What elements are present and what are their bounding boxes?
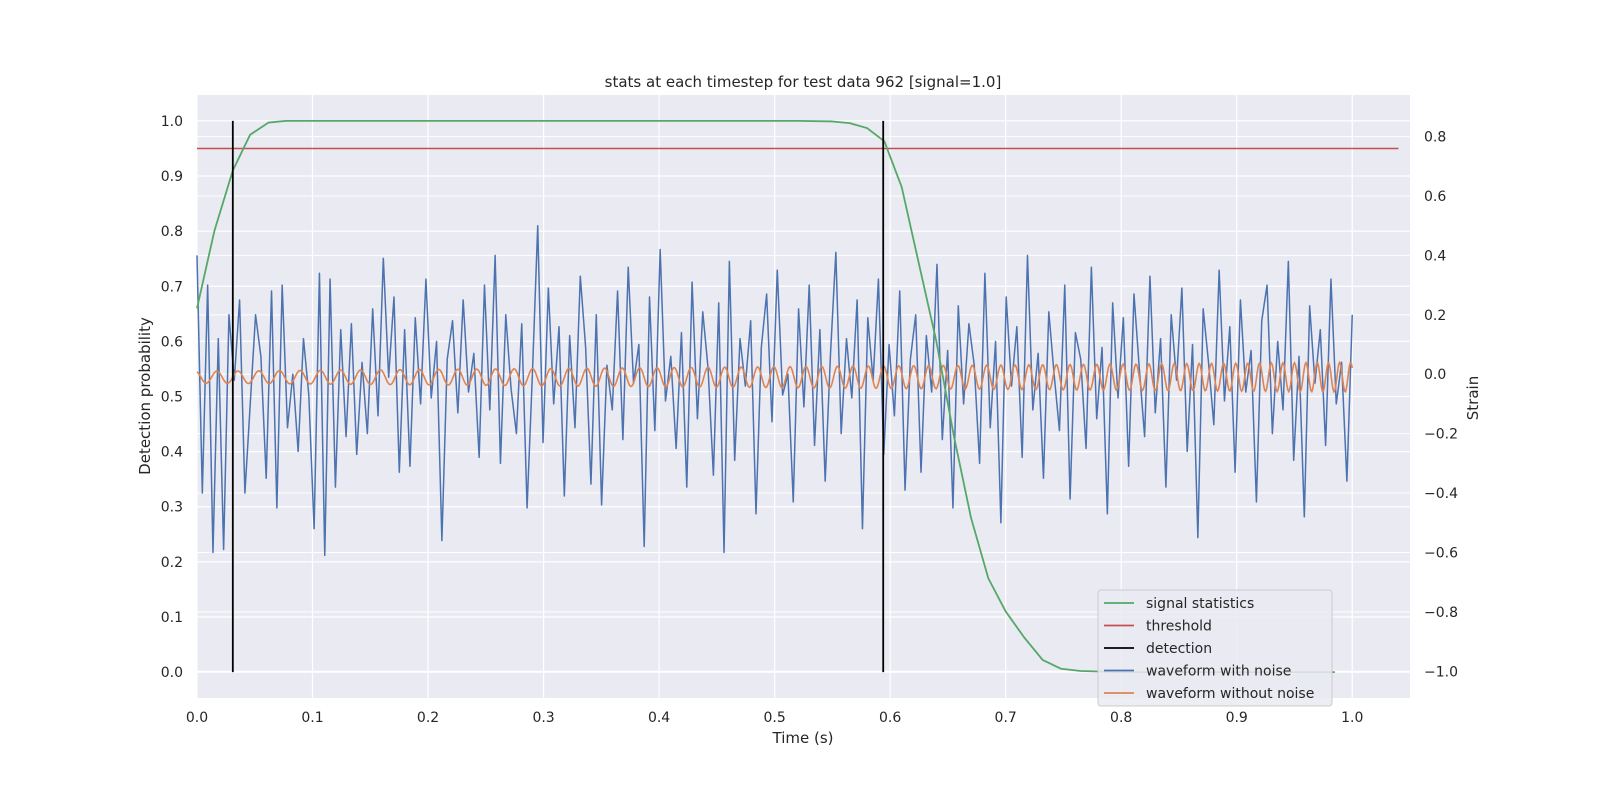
chart-title: stats at each timestep for test data 962… <box>605 73 1002 91</box>
x-tick-labels: 0.0 0.1 0.2 0.3 0.4 0.5 0.6 0.7 0.8 0.9 1.0 <box>186 710 1364 726</box>
right-y-axis-label: Strain <box>1464 376 1482 420</box>
right-y-tick-label: −0.2 <box>1424 427 1458 443</box>
x-tick-label: 1.0 <box>1341 710 1363 726</box>
legend-label: waveform without noise <box>1146 686 1314 702</box>
right-y-tick-label: 0.0 <box>1424 367 1446 383</box>
right-y-tick-label: 0.8 <box>1424 130 1446 146</box>
left-y-tick-label: 0.5 <box>161 390 183 406</box>
x-tick-label: 0.1 <box>301 710 323 726</box>
left-y-tick-label: 0.4 <box>161 445 183 461</box>
x-tick-label: 0.3 <box>532 710 554 726</box>
left-y-gridlines <box>197 120 1410 673</box>
left-y-tick-label: 0.0 <box>161 665 183 681</box>
left-y-tick-label: 0.3 <box>161 500 183 516</box>
x-tick-label: 0.9 <box>1226 710 1248 726</box>
legend-box <box>1097 589 1333 707</box>
right-y-tick-label: 0.2 <box>1424 308 1446 324</box>
legend-label: threshold <box>1146 619 1212 635</box>
left-y-axis-label: Detection probability <box>136 317 154 475</box>
left-y-tick-label: 1.0 <box>161 114 183 130</box>
x-tick-label: 0.0 <box>186 710 208 726</box>
legend-label: signal statistics <box>1146 596 1254 612</box>
left-y-tick-label: 0.7 <box>161 279 183 295</box>
right-y-tick-labels: −1.0 −0.8 −0.6 −0.4 −0.2 0.0 0.2 0.4 0.6 0.8 <box>1424 130 1458 681</box>
left-y-tick-label: 0.1 <box>161 610 183 626</box>
series-layer <box>196 120 1399 673</box>
x-tick-label: 0.5 <box>763 710 785 726</box>
right-y-tick-label: 0.6 <box>1424 189 1446 205</box>
left-y-tick-label: 0.8 <box>161 224 183 240</box>
left-y-tick-label: 0.2 <box>161 555 183 571</box>
series-signal-statistics <box>196 120 1335 673</box>
legend: signal statistics threshold detection wavef… <box>1097 589 1333 707</box>
x-tick-label: 0.6 <box>879 710 901 726</box>
left-y-tick-labels: 0.0 0.1 0.2 0.3 0.4 0.5 0.6 0.7 0.8 0.9 1.0 <box>161 114 183 681</box>
legend-label: waveform with noise <box>1146 664 1291 680</box>
right-y-tick-label: −1.0 <box>1424 664 1458 680</box>
series-waveform-with-noise <box>196 224 1353 557</box>
x-tick-label: 0.7 <box>995 710 1017 726</box>
x-tick-label: 0.4 <box>648 710 670 726</box>
x-tick-label: 0.8 <box>1110 710 1132 726</box>
left-y-tick-label: 0.6 <box>161 334 183 350</box>
right-y-tick-label: 0.4 <box>1424 248 1446 264</box>
series-waveform-without-noise <box>196 360 1354 394</box>
right-y-tick-label: −0.4 <box>1424 486 1458 502</box>
left-y-tick-label: 0.9 <box>161 169 183 185</box>
right-y-tick-label: −0.6 <box>1424 545 1458 561</box>
legend-label: detection <box>1146 641 1212 657</box>
right-y-tick-label: −0.8 <box>1424 605 1458 621</box>
x-tick-label: 0.2 <box>417 710 439 726</box>
legend-entries: signal statistics threshold detection wavef… <box>1104 596 1314 702</box>
x-axis-label: Time (s) <box>772 729 834 747</box>
